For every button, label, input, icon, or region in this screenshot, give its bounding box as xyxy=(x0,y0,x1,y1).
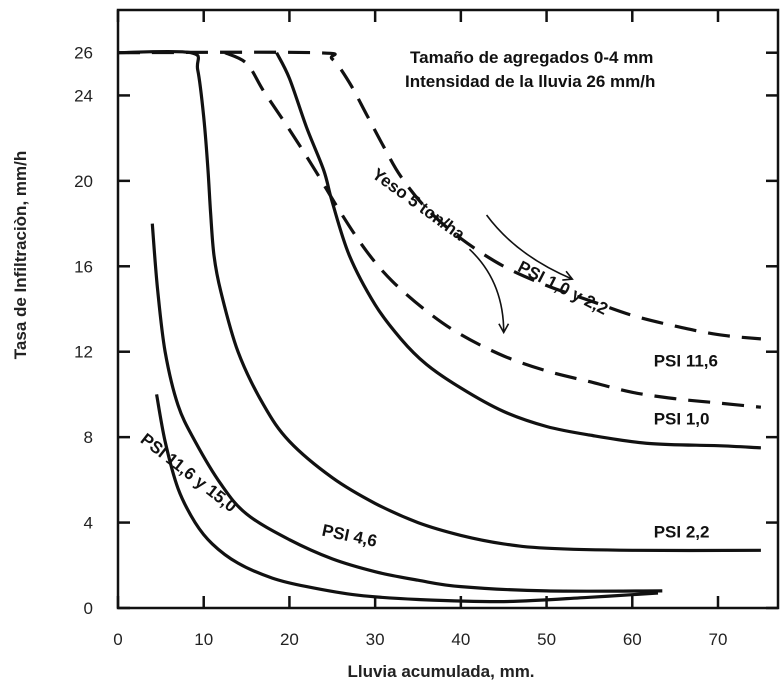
pointer-arrow xyxy=(485,214,573,280)
curve-label: PSI 11,6 xyxy=(654,352,718,371)
arrows-layer xyxy=(468,214,574,335)
solid-curve-2 xyxy=(275,51,761,450)
x-tick-label: 30 xyxy=(366,630,385,649)
title-line-1: Tamaño de agregados 0-4 mm xyxy=(410,48,653,67)
annotations-layer: PSI 1,0 y 2,2 Yeso 5 ton/ha PSI 11,6 PSI 1,… xyxy=(137,164,718,550)
dashed-curve-5 xyxy=(117,50,762,341)
x-tick-label: 10 xyxy=(194,630,213,649)
plot-frame xyxy=(116,8,780,610)
x-tick-label: 70 xyxy=(709,630,728,649)
x-tick-label: 50 xyxy=(537,630,556,649)
x-tick-label: 60 xyxy=(623,630,642,649)
arrow-head xyxy=(562,270,574,281)
y-tick-label: 12 xyxy=(74,343,93,362)
solid-curve-3 xyxy=(150,223,663,593)
chart-title: Tamaño de agregados 0-4 mm Intensidad de… xyxy=(405,48,655,91)
x-tick-label: 20 xyxy=(280,630,299,649)
curve-label: PSI 1,0 xyxy=(654,409,710,428)
y-tick-label: 16 xyxy=(74,257,93,276)
curve-label: Yeso 5 ton/ha xyxy=(369,164,469,244)
curves-layer xyxy=(117,49,762,604)
y-tick-label: 24 xyxy=(74,86,93,105)
arrow-head xyxy=(498,323,510,335)
y-tick-label: 8 xyxy=(84,428,93,447)
y-axis-label: Tasa de Infiltraciòn, mm/h xyxy=(11,151,30,359)
y-tick-label: 4 xyxy=(84,514,93,533)
solid-curve-4 xyxy=(155,394,659,604)
ticks-layer: 0 10 20 30 40 50 60 70 0 4 8 12 16 20 24 26 xyxy=(74,10,778,649)
pointer-arrow xyxy=(468,248,505,333)
curve-label: PSI 2,2 xyxy=(654,523,710,542)
x-tick-label: 40 xyxy=(451,630,470,649)
curve-label: PSI 11,6 y 15,0 xyxy=(137,430,240,517)
y-tick-label: 26 xyxy=(74,44,93,63)
y-tick-label: 0 xyxy=(84,599,93,618)
curve-label: PSI 4,6 xyxy=(320,521,378,551)
title-line-2: Intensidad de la lluvia 26 mm/h xyxy=(405,72,655,91)
x-tick-label: 0 xyxy=(113,630,122,649)
dashed-curve-6 xyxy=(224,51,762,409)
curve-label: PSI 1,0 y 2,2 xyxy=(515,257,611,319)
x-axis-label: Lluvia acumulada, mm. xyxy=(347,662,534,681)
solid-curve-1 xyxy=(117,49,761,553)
y-tick-label: 20 xyxy=(74,172,93,191)
